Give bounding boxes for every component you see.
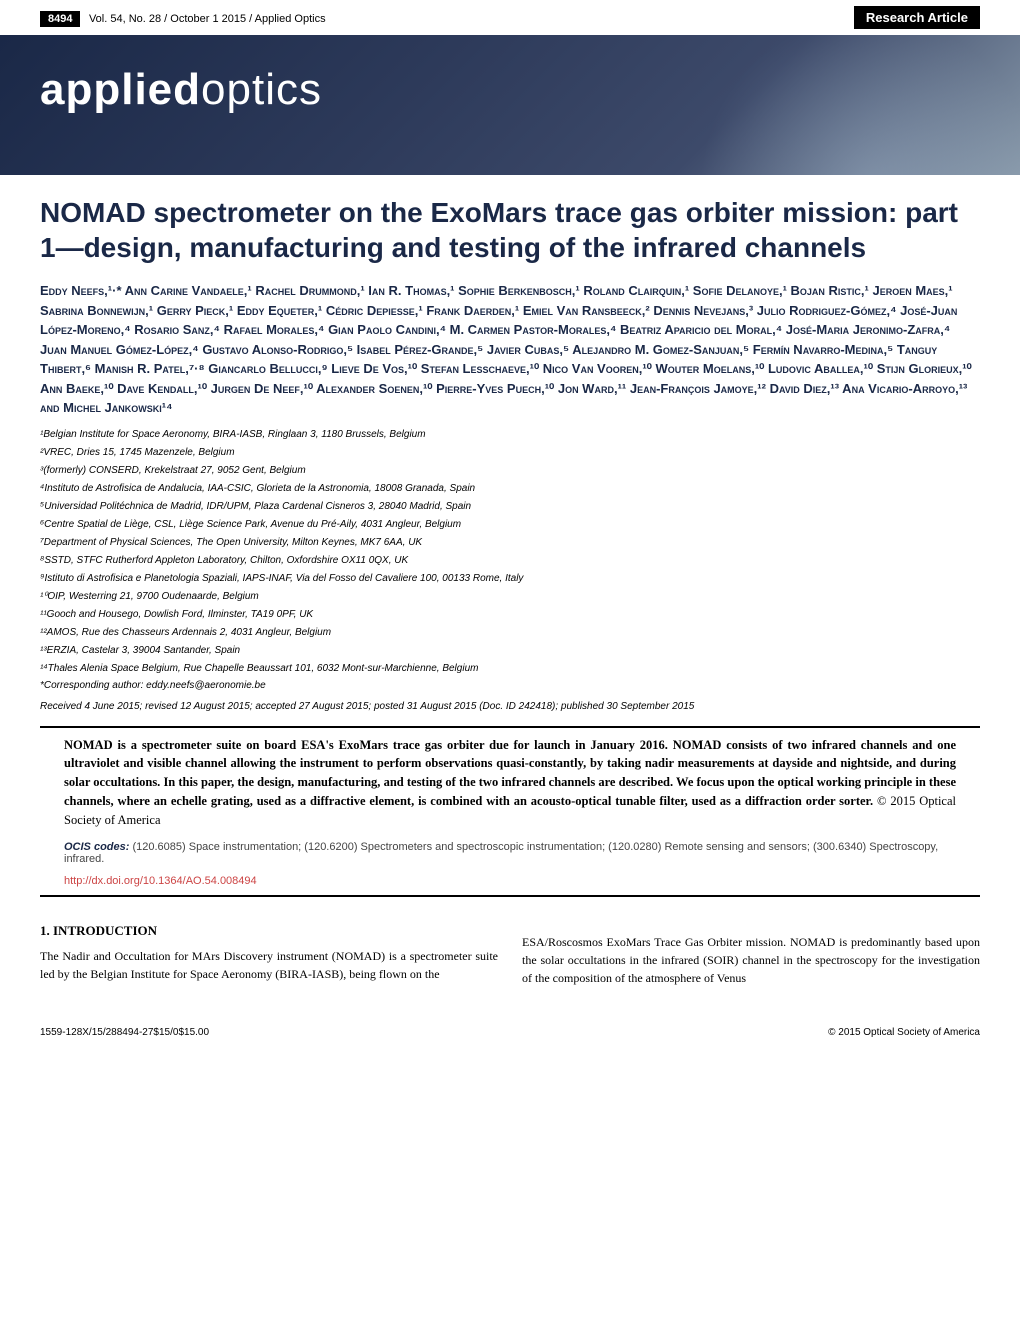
footer-copyright: © 2015 Optical Society of America	[828, 1027, 980, 1038]
section-heading: 1. INTRODUCTION	[40, 921, 498, 941]
affiliation: ¹¹Gooch and Housego, Dowlish Ford, Ilmin…	[40, 608, 980, 622]
issue-info: Vol. 54, No. 28 / October 1 2015 / Appli…	[89, 13, 326, 25]
ocis-codes: OCIS codes: (120.6085) Space instrumenta…	[64, 841, 956, 865]
running-header: 8494 Vol. 54, No. 28 / October 1 2015 / …	[0, 0, 1020, 35]
article-title: NOMAD spectrometer on the ExoMars trace …	[40, 195, 980, 265]
affiliation: ⁵Universidad Politéchnica de Madrid, IDR…	[40, 500, 980, 514]
affiliation: ⁴Instituto de Astrofisica de Andalucia, …	[40, 482, 980, 496]
affiliation: ¹⁴Thales Alenia Space Belgium, Rue Chape…	[40, 662, 980, 676]
divider-bottom	[40, 895, 980, 897]
section-label: Research Article	[854, 6, 980, 29]
body-text-right: ESA/Roscosmos ExoMars Trace Gas Orbiter …	[522, 933, 980, 987]
corresponding-author: *Corresponding author: eddy.neefs@aerono…	[40, 680, 980, 691]
affiliation: ⁸SSTD, STFC Rutherford Appleton Laborato…	[40, 554, 980, 568]
journal-title: appliedoptics	[40, 65, 980, 115]
affiliation: ⁹Istituto di Astrofisica e Planetologia …	[40, 572, 980, 586]
body-text-left: The Nadir and Occultation for MArs Disco…	[40, 947, 498, 983]
abstract-text: NOMAD is a spectrometer suite on board E…	[64, 736, 956, 830]
affiliation: ¹Belgian Institute for Space Aeronomy, B…	[40, 428, 980, 442]
affiliation: ²VREC, Dries 15, 1745 Mazenzele, Belgium	[40, 446, 980, 460]
journal-title-bold: applied	[40, 65, 201, 114]
affiliation: ¹²AMOS, Rue des Chasseurs Ardennais 2, 4…	[40, 626, 980, 640]
ocis-values: (120.6085) Space instrumentation; (120.6…	[64, 841, 938, 865]
journal-title-light: optics	[201, 65, 322, 114]
abstract-block: NOMAD is a spectrometer suite on board E…	[40, 736, 980, 888]
authors-list: Eddy Neefs,¹·* Ann Carine Vandaele,¹ Rac…	[40, 281, 980, 418]
body-column-left: 1. INTRODUCTION The Nadir and Occultatio…	[40, 905, 498, 987]
body-column-right: ESA/Roscosmos ExoMars Trace Gas Orbiter …	[522, 905, 980, 987]
page-footer: 1559-128X/15/288494-27$15/0$15.00 © 2015…	[0, 1007, 1020, 1068]
publication-dates: Received 4 June 2015; revised 12 August …	[40, 701, 980, 712]
affiliation: ¹⁰OIP, Westerring 21, 9700 Oudenaarde, B…	[40, 590, 980, 604]
affiliation: ³(formerly) CONSERD, Krekelstraat 27, 90…	[40, 464, 980, 478]
header-left: 8494 Vol. 54, No. 28 / October 1 2015 / …	[40, 9, 326, 27]
abstract-body: NOMAD is a spectrometer suite on board E…	[64, 738, 956, 808]
doi-link[interactable]: http://dx.doi.org/10.1364/AO.54.008494	[64, 875, 956, 887]
affiliations-block: ¹Belgian Institute for Space Aeronomy, B…	[40, 428, 980, 676]
footer-issn: 1559-128X/15/288494-27$15/0$15.00	[40, 1027, 209, 1038]
body-columns: 1. INTRODUCTION The Nadir and Occultatio…	[40, 905, 980, 987]
affiliation: ⁶Centre Spatial de Liège, CSL, Liège Sci…	[40, 518, 980, 532]
ocis-label: OCIS codes:	[64, 841, 129, 853]
divider-top	[40, 726, 980, 728]
affiliation: ¹³ERZIA, Castelar 3, 39004 Santander, Sp…	[40, 644, 980, 658]
journal-banner: appliedoptics	[0, 35, 1020, 175]
affiliation: ⁷Department of Physical Sciences, The Op…	[40, 536, 980, 550]
page-number: 8494	[40, 11, 80, 27]
